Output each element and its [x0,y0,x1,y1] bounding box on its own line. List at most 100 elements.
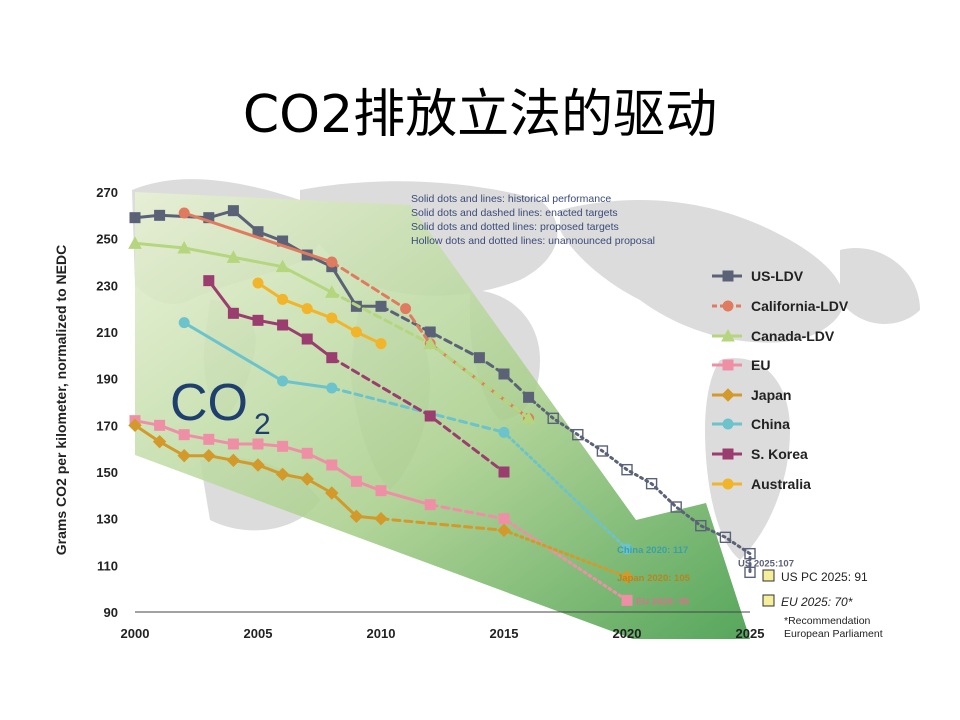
chart-labels: CO 2 Solid dots and lines: historical perf… [170,193,883,640]
legend-label: Japan [751,387,791,403]
legend-item-australia: Australia [712,476,811,492]
eu-point [326,459,338,471]
us-ldv-point [695,519,707,532]
japan-point [275,467,290,482]
s-korea-point [252,314,264,326]
y-tick-label: 270 [96,185,118,200]
legend-marker [722,359,734,371]
legend-item-japan: Japan [712,387,791,403]
legend-item-california-ldv: California-LDV [712,298,849,314]
legend-label: Canada-LDV [751,328,835,344]
japan-point [325,486,339,500]
us-ldv-point [424,326,436,338]
canada-ldv-point [226,250,241,263]
side-note-label: EU 2025: 70* [781,595,853,609]
x-tick-label: 2020 [613,626,642,641]
canada-ldv-point [521,411,536,424]
eu-point [178,429,190,441]
y-tick-label: 230 [96,278,118,293]
japan-point [300,472,314,486]
s-korea-point [203,275,215,287]
eu-point [301,447,313,459]
legend-marker [721,388,735,402]
japan-point [128,418,142,433]
japan-proposal-line [502,528,629,579]
series-end-label: Japan 2020: 105 [617,573,691,584]
s-korea-point [301,333,313,345]
y-tick-label: 110 [97,558,118,573]
legend-item-canada-ldv: Canada-LDV [712,328,835,344]
x-tick-label: 2025 [736,626,765,641]
australia-point [326,312,338,324]
legend-label: US-LDV [751,268,804,284]
y-tick-label: 210 [96,325,118,340]
side-note-marker [762,569,775,582]
legend-label: Australia [751,476,811,492]
us-ldv-point [547,412,559,425]
japan-point [251,458,265,472]
japan-point [620,570,634,584]
legend-marker [721,328,735,342]
australia-point [375,338,387,350]
footnote-line: *Recommendation [784,615,871,627]
legend-label: China [751,416,790,432]
x-tick-label: 2010 [367,626,396,641]
eu-point [621,594,633,606]
co2-overlay-label: CO [170,374,248,432]
california-ldv-historical-line [182,211,334,264]
us-ldv-point [645,477,658,490]
series-end-label: EU 2020: 95 [636,596,690,607]
australia-point [252,277,264,289]
x-tick-label: 2000 [121,626,150,641]
y-tick-label: 170 [96,418,118,433]
axes: 90 110 130 150 170 190 210 230 250 270 2000 2005 201… [53,185,764,641]
canada-ldv-point [275,259,290,273]
us-ldv-point [670,501,682,513]
us-ldv-point [473,352,485,364]
us-ldv-point [154,209,166,221]
us-ldv-point [498,368,510,380]
y-tick-label: 90 [104,605,118,620]
series-end-label: China 2020: 117 [617,545,688,556]
s-korea-point [498,466,510,478]
eu-point [375,485,387,497]
eu-point [252,438,264,450]
japan-point [202,448,216,463]
legend-marker [722,270,734,282]
us-ldv-proposal-line [527,395,752,574]
eu-target-line [428,503,506,521]
x-tick-label: 2015 [490,626,519,641]
us-ldv-point [227,205,239,217]
australia-point [301,303,313,315]
japan-point [177,448,191,463]
us-ldv-point [596,445,609,457]
us-ldv-point [572,428,584,441]
australia-point [350,326,362,338]
eu-point [350,475,362,487]
y-axis-label: Grams CO2 per kilometer, normalized to N… [53,245,69,555]
legend-marker [722,448,734,460]
series-end-label: US 2025:107 [738,558,794,569]
legend-item-us-ldv: US-LDV [712,268,804,284]
legend-label: S. Korea [751,446,808,462]
china-proposal-line [502,430,629,551]
australia-point [277,293,289,305]
china-point [178,317,190,329]
line-style-note: Hollow dots and dotted lines: unannounce… [411,235,655,247]
us-ldv-point [744,566,756,579]
slide-title: CO2排放立法的驱动 [242,85,718,145]
side-note-label: US PC 2025: 91 [781,570,868,584]
us-ldv-point [129,212,141,224]
us-ldv-point [621,463,633,476]
y-tick-label: 190 [96,372,118,387]
legend-marker [722,300,734,312]
china-point [277,375,289,387]
legend-marker [722,478,734,490]
california-ldv-point [400,303,412,315]
eu-point [227,438,239,450]
legend-item-eu: EU [712,357,770,373]
x-tick-label: 2005 [244,626,273,641]
s-korea-point [277,319,289,331]
canada-ldv-point [423,336,438,350]
